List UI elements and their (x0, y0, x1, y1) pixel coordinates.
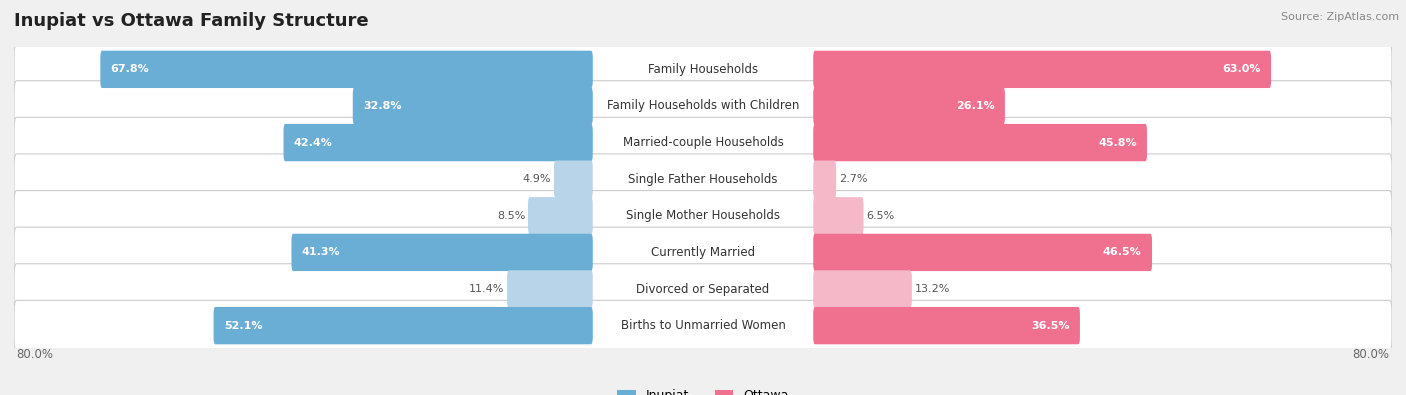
FancyBboxPatch shape (14, 117, 1392, 168)
FancyBboxPatch shape (214, 307, 593, 344)
Text: Single Mother Households: Single Mother Households (626, 209, 780, 222)
Text: 26.1%: 26.1% (956, 101, 994, 111)
Text: Married-couple Households: Married-couple Households (623, 136, 783, 149)
Text: 11.4%: 11.4% (470, 284, 505, 294)
Text: Family Households with Children: Family Households with Children (607, 100, 799, 113)
Text: Family Households: Family Households (648, 63, 758, 76)
FancyBboxPatch shape (14, 264, 1392, 314)
FancyBboxPatch shape (813, 160, 837, 198)
Text: 80.0%: 80.0% (1353, 348, 1389, 361)
Legend: Inupiat, Ottawa: Inupiat, Ottawa (613, 384, 793, 395)
FancyBboxPatch shape (813, 87, 1005, 125)
FancyBboxPatch shape (813, 197, 863, 235)
FancyBboxPatch shape (813, 307, 1080, 344)
Text: 13.2%: 13.2% (914, 284, 950, 294)
Text: Inupiat vs Ottawa Family Structure: Inupiat vs Ottawa Family Structure (14, 12, 368, 30)
FancyBboxPatch shape (813, 234, 1152, 271)
Text: 67.8%: 67.8% (111, 64, 149, 74)
FancyBboxPatch shape (508, 270, 593, 308)
FancyBboxPatch shape (14, 154, 1392, 205)
FancyBboxPatch shape (291, 234, 593, 271)
FancyBboxPatch shape (554, 160, 593, 198)
Text: 6.5%: 6.5% (866, 211, 894, 221)
Text: 2.7%: 2.7% (839, 174, 868, 184)
Text: 36.5%: 36.5% (1031, 321, 1070, 331)
Text: 4.9%: 4.9% (523, 174, 551, 184)
Text: 41.3%: 41.3% (302, 247, 340, 258)
FancyBboxPatch shape (813, 124, 1147, 161)
FancyBboxPatch shape (284, 124, 593, 161)
FancyBboxPatch shape (14, 300, 1392, 351)
Text: 45.8%: 45.8% (1098, 137, 1136, 148)
Text: Births to Unmarried Women: Births to Unmarried Women (620, 319, 786, 332)
FancyBboxPatch shape (14, 44, 1392, 95)
Text: Source: ZipAtlas.com: Source: ZipAtlas.com (1281, 12, 1399, 22)
Text: 8.5%: 8.5% (498, 211, 526, 221)
Text: 80.0%: 80.0% (17, 348, 53, 361)
Text: 52.1%: 52.1% (224, 321, 263, 331)
Text: 32.8%: 32.8% (363, 101, 402, 111)
FancyBboxPatch shape (100, 51, 593, 88)
Text: Divorced or Separated: Divorced or Separated (637, 282, 769, 295)
FancyBboxPatch shape (813, 270, 912, 308)
FancyBboxPatch shape (14, 190, 1392, 241)
Text: 42.4%: 42.4% (294, 137, 333, 148)
Text: 46.5%: 46.5% (1102, 247, 1142, 258)
FancyBboxPatch shape (353, 87, 593, 125)
Text: Single Father Households: Single Father Households (628, 173, 778, 186)
Text: 63.0%: 63.0% (1222, 64, 1261, 74)
FancyBboxPatch shape (14, 81, 1392, 131)
Text: Currently Married: Currently Married (651, 246, 755, 259)
FancyBboxPatch shape (529, 197, 593, 235)
FancyBboxPatch shape (813, 51, 1271, 88)
FancyBboxPatch shape (14, 227, 1392, 278)
